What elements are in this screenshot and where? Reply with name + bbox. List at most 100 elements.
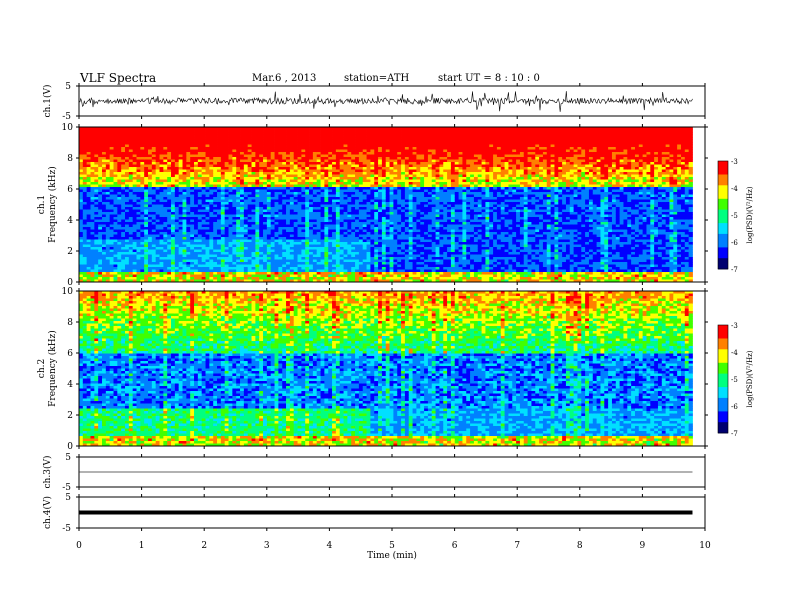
- spectrogram-cell: [232, 224, 237, 228]
- spectrogram-cell: [86, 219, 91, 223]
- spectrogram-cell: [240, 129, 245, 133]
- spectrogram-cell: [194, 252, 199, 255]
- spectrogram-cell: [366, 179, 371, 183]
- spectrogram-cell: [182, 244, 187, 248]
- spectrogram-cell: [339, 252, 344, 255]
- spectrogram-cell: [355, 234, 360, 238]
- spectrogram-cell: [328, 272, 333, 275]
- spectrogram-cell: [378, 197, 383, 200]
- spectrogram-cell: [155, 182, 160, 185]
- spectrogram-cell: [297, 257, 302, 260]
- spectrogram-cell: [316, 147, 321, 150]
- spectrogram-cell: [155, 254, 160, 258]
- spectrogram-cell: [366, 127, 371, 130]
- spectrogram-cell: [286, 179, 291, 183]
- spectrogram-cell: [270, 214, 275, 218]
- spectrogram-cell: [194, 192, 199, 195]
- spectrogram-cell: [335, 167, 341, 170]
- spectrogram-cell: [355, 144, 360, 148]
- spectrogram-cell: [163, 137, 168, 140]
- spectrogram-cell: [220, 197, 226, 200]
- spectrogram-cell: [339, 274, 344, 278]
- spectrogram-cell: [102, 167, 107, 170]
- spectrogram-cell: [217, 249, 222, 253]
- spectrogram-cell: [278, 184, 283, 188]
- spectrogram-cell: [86, 204, 91, 208]
- spectrogram-cell: [109, 254, 114, 258]
- spectrogram-cell: [232, 222, 237, 225]
- spectrogram-cell: [370, 234, 375, 238]
- spectrogram-cell: [374, 132, 379, 135]
- spectrogram-cell: [182, 137, 187, 140]
- spectrogram-cell: [232, 172, 237, 175]
- spectrogram-cell: [113, 247, 118, 250]
- spectrogram-cell: [351, 239, 356, 243]
- spectrogram-cell: [136, 159, 141, 163]
- spectrogram-cell: [312, 184, 318, 188]
- spectrogram-cell: [309, 132, 314, 135]
- spectrogram-cell: [197, 159, 203, 163]
- spectrogram-cell: [240, 239, 245, 243]
- spectrogram-cell: [121, 242, 126, 245]
- spectrogram-cell: [167, 267, 172, 270]
- spectrogram-cell: [151, 222, 157, 225]
- spectrogram-cell: [251, 257, 256, 260]
- spectrogram-cell: [259, 262, 264, 265]
- spectrogram-cell: [209, 144, 214, 148]
- spectrogram-cell: [324, 254, 329, 258]
- spectrogram-cell: [381, 197, 387, 200]
- spectrogram-cell: [109, 177, 114, 180]
- spectrogram-cell: [370, 274, 375, 278]
- spectrogram-cell: [98, 184, 103, 188]
- spectrogram-cell: [113, 157, 118, 160]
- spectrogram-cell: [171, 259, 176, 263]
- spectrogram-cell: [220, 149, 226, 153]
- spectrogram-cell: [190, 169, 195, 173]
- spectrogram-cell: [282, 192, 287, 195]
- spectrogram-cell: [182, 144, 187, 148]
- spectrogram-cell: [217, 207, 222, 210]
- spectrogram-cell: [270, 162, 275, 165]
- spectrogram-cell: [320, 164, 325, 168]
- spectrogram-cell: [174, 179, 180, 183]
- spectrogram-cell: [205, 162, 210, 165]
- spectrogram-cell: [224, 144, 229, 148]
- spectrogram-cell: [197, 254, 203, 258]
- spectrogram-cell: [209, 252, 214, 255]
- spectrogram-cell: [197, 242, 203, 245]
- spectrogram-cell: [144, 209, 149, 213]
- spectrogram-cell: [98, 274, 103, 278]
- spectrogram-cell: [358, 172, 364, 175]
- spectrogram-cell: [144, 127, 149, 130]
- spectrogram-cell: [105, 197, 111, 200]
- spectrogram-cell: [309, 267, 314, 270]
- spectrogram-cell: [286, 242, 291, 245]
- spectrogram-cell: [205, 249, 210, 253]
- spectrogram-cell: [94, 254, 99, 258]
- spectrogram-cell: [236, 269, 241, 273]
- spectrogram-cell: [305, 154, 310, 158]
- spectrogram-cell: [316, 157, 321, 160]
- spectrogram-cell: [197, 144, 203, 148]
- spectrogram-cell: [278, 199, 283, 203]
- spectrogram-cell: [232, 144, 237, 148]
- spectrogram-cell: [332, 224, 337, 228]
- spectrogram-cell: [171, 182, 176, 185]
- spectrogram-cell: [224, 157, 229, 160]
- spectrogram-cell: [136, 217, 141, 220]
- spectrogram-cell: [82, 172, 88, 175]
- spectrogram-cell: [94, 182, 99, 185]
- spectrogram-cell: [240, 254, 245, 258]
- spectrogram-cell: [378, 172, 383, 175]
- spectrogram-cell: [79, 199, 84, 203]
- spectrogram-cell: [305, 162, 310, 165]
- spectrogram-cell: [236, 189, 241, 193]
- spectrogram-cell: [289, 274, 295, 278]
- spectrogram-cell: [266, 194, 272, 198]
- spectrogram-cell: [240, 164, 245, 168]
- spectrogram-cell: [79, 127, 84, 130]
- spectrogram-cell: [182, 207, 187, 210]
- spectrogram-cell: [255, 277, 260, 280]
- spectrogram-cell: [159, 187, 164, 190]
- spectrogram-cell: [297, 264, 302, 268]
